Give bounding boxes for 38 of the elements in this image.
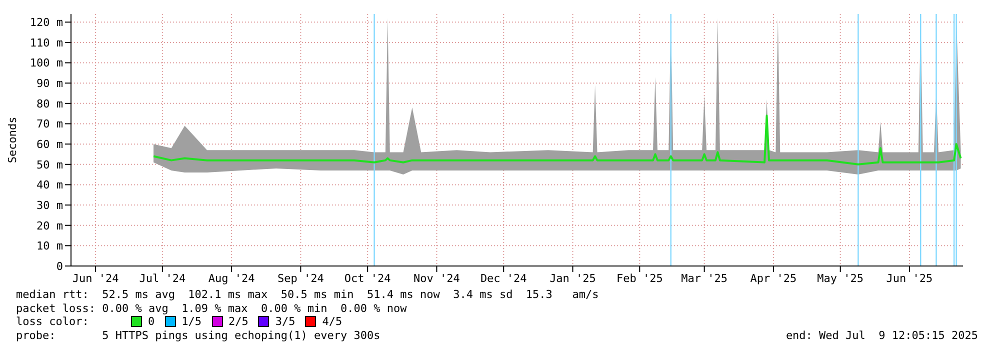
text: median rtt: 52.5 ms avg 102.1 ms max 50.5 ms min 51.4 ms now 3.4 ms sd 15.3 am/s bbox=[16, 288, 600, 302]
y-tick-label: 80 m bbox=[36, 97, 64, 110]
y-tick-label: 0 bbox=[56, 260, 63, 273]
x-tick-label: Sep '24 bbox=[278, 272, 324, 285]
x-tick-label: Mar '25 bbox=[681, 272, 728, 285]
legend-label: 2/5 bbox=[228, 315, 248, 328]
y-tick-label: 50 m bbox=[36, 158, 64, 172]
text: packet loss: 0.00 % avg 1.09 % max 0.00 % min 0.00 % now bbox=[16, 302, 408, 315]
x-tick-label: May '25 bbox=[817, 272, 864, 285]
y-tick-label: 100 m bbox=[30, 56, 64, 70]
x-tick-label: Jan '25 bbox=[550, 272, 596, 285]
x-tick-label: Apr '25 bbox=[750, 272, 797, 285]
legend-label: 3/5 bbox=[275, 315, 296, 328]
legend-label: 1/5 bbox=[182, 315, 202, 328]
legend-title: loss color: bbox=[16, 315, 90, 328]
y-tick-label: 10 m bbox=[36, 240, 64, 253]
x-tick-label: Jun '25 bbox=[886, 272, 933, 285]
x-tick-label: Feb '25 bbox=[616, 272, 663, 285]
legend-label: 4/5 bbox=[322, 315, 342, 328]
x-tick-label: Oct '24 bbox=[344, 272, 392, 285]
y-tick-label: 60 m bbox=[36, 138, 64, 151]
x-tick-label: Jul '24 bbox=[139, 272, 186, 285]
y-tick-label: 110 m bbox=[30, 36, 64, 50]
y-tick-label: 40 m bbox=[36, 178, 64, 192]
x-tick-label: Jun '24 bbox=[72, 272, 120, 285]
y-tick-label: 90 m bbox=[36, 77, 64, 90]
y-axis-title: Seconds bbox=[6, 116, 19, 164]
text: end: Wed Jul 9 12:05:15 2025 bbox=[786, 328, 978, 342]
text: probe: 5 HTTPS pings using echoping(1) every 300s bbox=[16, 328, 380, 342]
x-tick-label: Aug '24 bbox=[208, 272, 256, 285]
legend-label: 0 bbox=[148, 315, 155, 328]
x-tick-label: Dec '24 bbox=[480, 272, 528, 285]
y-tick-label: 120 m bbox=[30, 16, 64, 30]
x-tick-label: Nov '24 bbox=[414, 272, 460, 285]
y-tick-label: 30 m bbox=[36, 198, 64, 212]
y-tick-label: 20 m bbox=[36, 219, 64, 232]
y-tick-label: 70 m bbox=[36, 118, 64, 131]
line-series bbox=[152, 114, 962, 166]
